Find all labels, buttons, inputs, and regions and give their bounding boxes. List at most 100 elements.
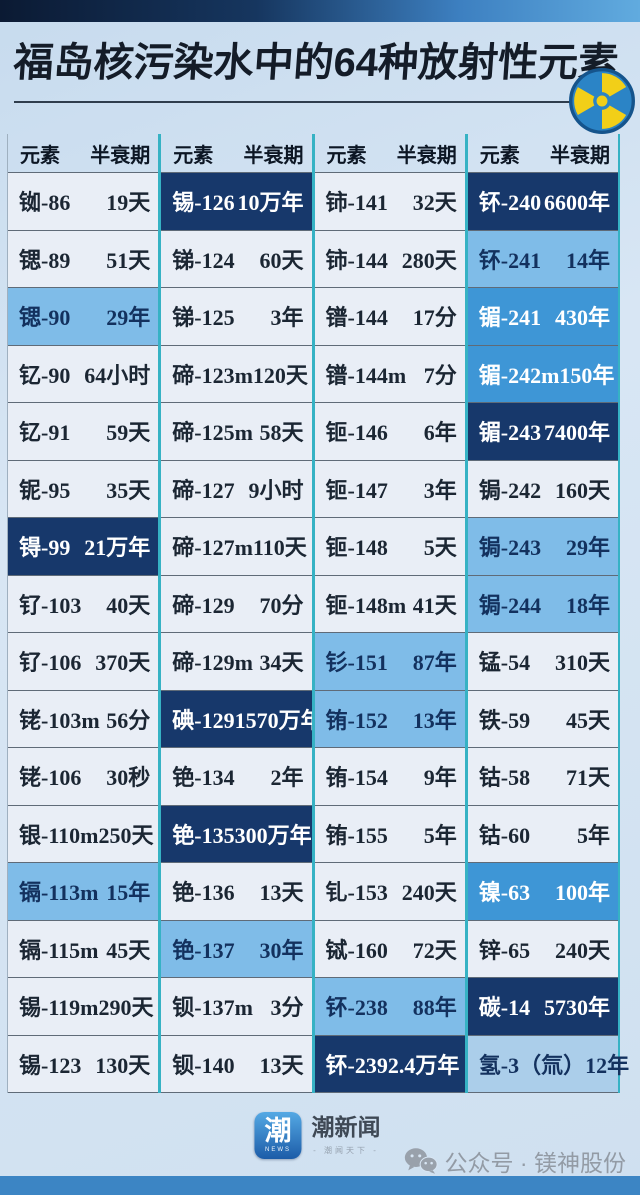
table-row: 锌-65 240天 [467,920,618,978]
column-header: 元素 半衰期 [161,134,311,172]
element-name: 钷-147 [325,477,388,503]
halflife-value: 9小时 [248,477,304,503]
halflife-value: 17分 [412,305,457,331]
element-name: 钚-241 [478,247,542,273]
element-name: 铯-135 [172,822,235,848]
halflife-value: 59天 [106,420,151,446]
table-row: 钚-241 14年 [467,230,618,288]
element-name: 镅-241 [478,305,542,331]
element-name: 锰-54 [478,650,531,676]
table-row: 锶-89 51天 [8,230,159,288]
column-rows: 铈-141 32天 铈-144 280天 镨-144 17分 镨-144m 7分… [314,172,465,1093]
table-row: 铌-95 35天 [8,460,159,518]
table-row: 碘-129 1570万年 [161,690,323,748]
logo-small-text: NEWS [264,1147,291,1153]
title-section: 福岛核污染水中的64种放射性元素 [12,30,626,103]
halflife-value: 30秒 [106,765,151,791]
element-name: 碳-14 [478,995,531,1021]
halflife-value: 110天 [252,535,307,561]
table-row: 钐-151 87年 [314,633,465,691]
column-rows: 铷-86 19天 锶-89 51天 锶-90 29年 钇-90 64小时 钇-9… [8,172,159,1093]
table-row: 镨-144 17分 [314,288,465,346]
element-name: 铁-59 [478,707,531,733]
halflife-value: 87年 [412,650,457,676]
element-name: 钚-238 [325,995,388,1021]
table-column: 元素 半衰期 锡-126 10万年 锑-124 60天 锑-125 3年 碲-1… [158,134,323,1093]
table-row: 钚-239 2.4万年 [314,1035,465,1093]
halflife-value: 13年 [412,707,457,733]
table-row: 碲-127m 110天 [161,518,312,576]
element-header-label: 元素 [20,144,60,167]
table-row: 镅-243 7400年 [467,403,618,461]
table-row: 银-110m 250天 [8,805,159,863]
table-row: 锝-99 21万年 [8,518,159,576]
column-header: 元素 半衰期 [315,134,465,172]
element-name: 镨-144m [325,362,407,388]
table-row: 锡-123 130天 [8,1035,159,1093]
halflife-value: 41天 [412,592,457,618]
table-row: 锰-54 310天 [467,633,618,691]
element-name: 镉-113m [19,880,99,906]
table-row: 铯-134 2年 [161,748,312,806]
element-name: 碲-123m [172,362,253,388]
table-row: 氢-3（氚） 12年 [467,1035,629,1093]
halflife-value: 60天 [259,247,304,273]
halflife-value: 14年 [565,247,610,273]
halflife-value: 10万年 [237,190,304,216]
wechat-icon [404,1148,438,1174]
element-name: 碘-129 [172,707,235,733]
halflife-value: 290天 [98,995,154,1021]
element-name: 钴-60 [478,822,531,848]
table-row: 锑-124 60天 [161,230,312,288]
brand-logo: 潮 NEWS 潮新闻 - 潮闻天下 - [254,1112,380,1159]
column-header: 元素 半衰期 [8,134,158,172]
element-name: 锶-89 [19,247,71,273]
table-row: 铕-154 9年 [314,748,465,806]
table-row: 钷-148m 41天 [314,575,465,633]
halflife-value: 240天 [401,880,457,906]
halflife-value: 7400年 [543,420,610,446]
element-name: 铑-103m [19,707,100,733]
table-row: 钡-140 13天 [161,1035,312,1093]
table-row: 镅-241 430年 [467,288,618,346]
table-row: 锶-90 29年 [8,288,159,346]
element-header-label: 元素 [326,144,367,167]
bottom-bar [0,1176,640,1195]
halflife-value: 240天 [554,937,610,963]
element-name: 铌-95 [19,477,71,503]
halflife-value: 35天 [106,477,151,503]
table-row: 镉-115m 45天 [8,920,159,978]
element-name: 铽-160 [325,937,388,963]
element-name: 钇-90 [19,362,71,388]
table-row: 锔-244 18年 [467,575,618,633]
table-row: 铕-152 13年 [314,690,465,748]
table-row: 钚-238 88年 [314,978,465,1036]
element-name: 铑-106 [19,765,82,791]
table-row: 铯-135 300万年 [161,805,312,863]
element-name: 碲-129 [172,592,235,618]
table-row: 锔-243 29年 [467,518,618,576]
halflife-value: 150年 [559,362,615,388]
halflife-value: 3年 [270,305,304,331]
brand-name: 潮新闻 [311,1114,381,1141]
element-name: 钌-103 [19,592,82,618]
element-name: 镅-243 [478,420,542,446]
table-row: 镍-63 100年 [467,863,618,921]
wechat-account-text: 公众号 · 镁神股份 [444,1150,626,1176]
halflife-value: 2年 [270,765,304,791]
table-row: 铽-160 72天 [314,920,465,978]
element-name: 锝-99 [19,535,71,561]
table-row: 锡-126 10万年 [161,173,312,231]
table-row: 碳-14 5730年 [467,978,618,1036]
element-name: 钚-239 [325,1052,388,1078]
logo-character: 潮 [264,1116,292,1146]
element-name: 铈-144 [325,247,388,273]
table-row: 钷-146 6年 [314,403,465,461]
halflife-value: 15年 [106,880,151,906]
halflife-value: 34天 [259,650,304,676]
element-name: 镅-242m [478,362,560,388]
halflife-value: 160天 [554,477,610,503]
table-column: 元素 半衰期 铈-141 32天 铈-144 280天 镨-144 17分 镨-… [311,134,465,1093]
halflife-value: 45天 [565,707,610,733]
